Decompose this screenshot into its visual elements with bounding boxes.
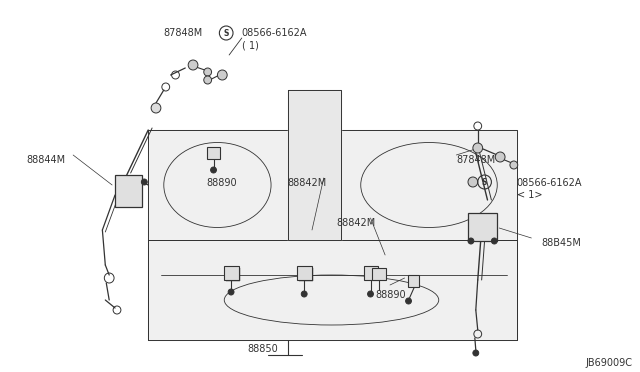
Circle shape [468,177,477,187]
Circle shape [188,60,198,70]
Text: 88890: 88890 [207,178,237,188]
Text: ( 1): ( 1) [242,40,259,50]
Polygon shape [341,130,516,240]
Text: 88844M: 88844M [26,155,65,165]
Circle shape [204,76,212,84]
Bar [207,147,220,159]
Circle shape [367,291,373,297]
Polygon shape [148,240,516,340]
Polygon shape [287,90,341,240]
Circle shape [406,298,412,304]
Bar [364,266,378,280]
Bar [115,175,142,207]
Text: S: S [223,29,229,38]
Text: S: S [482,177,487,186]
Text: 88890: 88890 [376,290,406,300]
Bar [408,275,419,287]
Text: < 1>: < 1> [516,190,542,200]
Text: JB69009C: JB69009C [585,358,632,368]
Text: 08566-6162A: 08566-6162A [516,178,582,188]
Circle shape [204,68,212,76]
Text: 87848M: 87848M [456,155,495,165]
Bar [224,266,239,280]
Circle shape [510,161,518,169]
Circle shape [228,289,234,295]
Circle shape [495,152,505,162]
Circle shape [301,291,307,297]
Text: 88842M: 88842M [337,218,376,228]
Bar [298,266,312,280]
Text: 88842M: 88842M [287,178,327,188]
Circle shape [473,143,483,153]
Text: 88850: 88850 [248,344,278,354]
Circle shape [211,167,216,173]
Circle shape [473,350,479,356]
Circle shape [141,179,147,185]
Polygon shape [148,130,287,240]
Circle shape [492,238,497,244]
Circle shape [468,238,474,244]
Bar [468,213,497,241]
Circle shape [218,70,227,80]
Bar [372,268,386,280]
Circle shape [151,103,161,113]
Text: 08566-6162A: 08566-6162A [242,28,307,38]
Text: 88B45M: 88B45M [541,238,581,248]
Text: 87848M: 87848M [164,28,203,38]
